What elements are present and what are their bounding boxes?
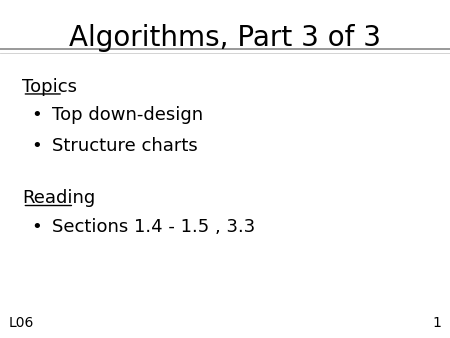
Text: Algorithms, Part 3 of 3: Algorithms, Part 3 of 3	[69, 24, 381, 52]
Text: 1: 1	[432, 316, 441, 330]
Text: Sections 1.4 - 1.5 , 3.3: Sections 1.4 - 1.5 , 3.3	[52, 218, 255, 236]
Text: Top down-design: Top down-design	[52, 106, 203, 124]
Text: L06: L06	[9, 316, 34, 330]
Text: •: •	[32, 137, 42, 155]
Text: Topics: Topics	[22, 78, 77, 96]
Text: •: •	[32, 106, 42, 124]
Text: Structure charts: Structure charts	[52, 137, 198, 155]
Text: Reading: Reading	[22, 189, 96, 207]
Text: •: •	[32, 218, 42, 236]
